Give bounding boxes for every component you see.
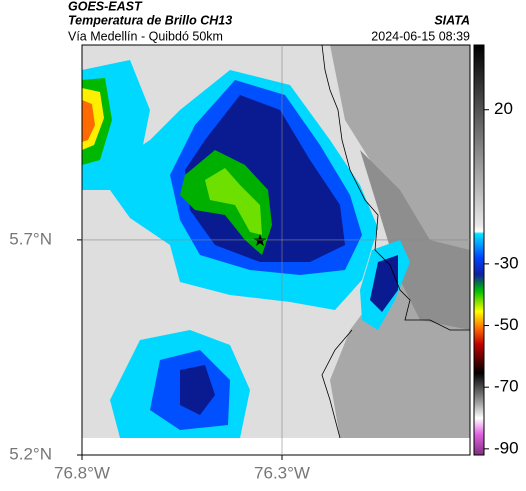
- satellite-image: [82, 45, 470, 455]
- lat-tick-label: 5.7°N: [9, 229, 52, 248]
- header-product: Temperatura de Brillo CH13: [68, 13, 232, 27]
- lat-tick-label: 5.2°N: [9, 444, 52, 463]
- colorbar-tick-label: -70: [494, 377, 519, 396]
- colorbar: [473, 44, 485, 456]
- header-region: Vía Medellín - Quibdó 50km: [68, 29, 223, 43]
- map-frame: [81, 44, 471, 456]
- colorbar-tick-label: -50: [494, 315, 519, 334]
- colorbar-tick-label: -30: [494, 253, 519, 272]
- lon-tick-label: 76.3°W: [254, 463, 310, 482]
- header-agency: SIATA: [434, 13, 470, 27]
- header-source: GOES-EAST: [68, 0, 143, 13]
- colorbar-tick-label: 20: [494, 99, 513, 118]
- colorbar-tick-label: -90: [494, 438, 519, 457]
- lon-tick-label: 76.8°W: [54, 463, 110, 482]
- header-timestamp: 2024-06-15 08:39: [371, 29, 470, 43]
